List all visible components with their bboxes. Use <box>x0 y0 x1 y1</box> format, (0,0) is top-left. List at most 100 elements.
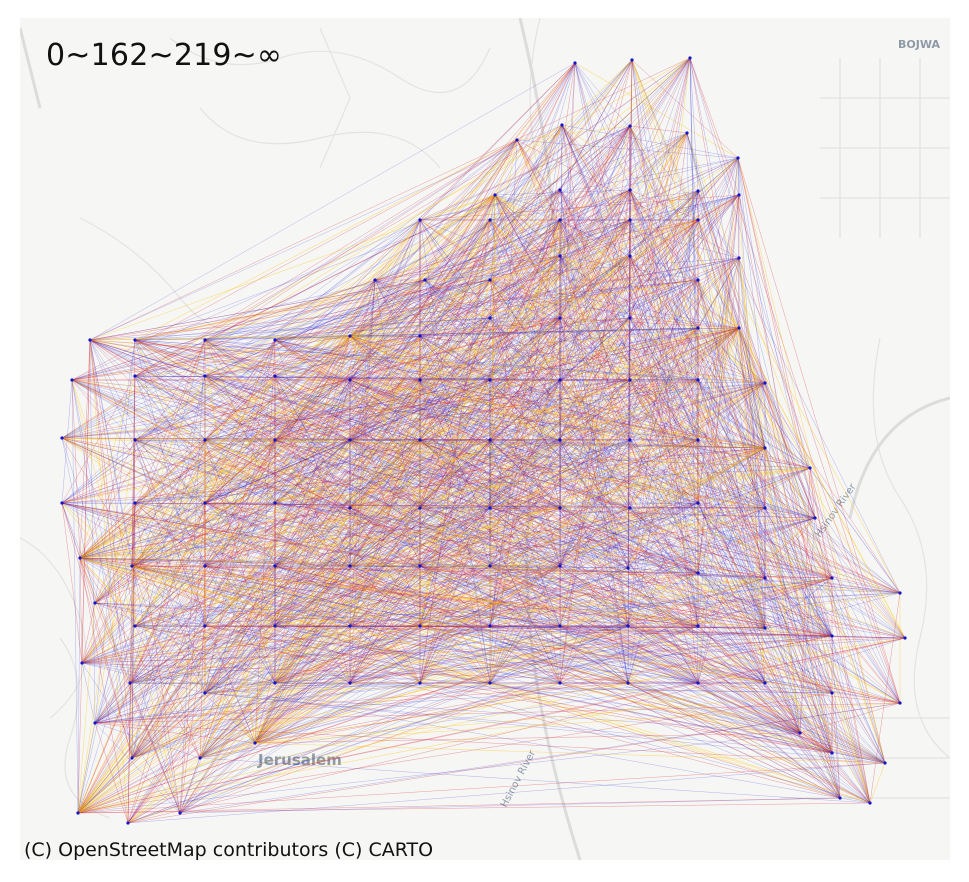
network-edge <box>764 507 901 704</box>
network-edge <box>134 279 426 441</box>
network-edge <box>349 507 699 684</box>
network-edge <box>127 682 561 824</box>
network-edge <box>274 379 421 441</box>
network-node <box>348 438 352 442</box>
network-edge <box>254 742 886 764</box>
network-edge <box>131 565 256 744</box>
network-edge <box>489 279 699 329</box>
network-edge <box>199 757 871 804</box>
network-edge <box>494 194 561 509</box>
network-edge <box>61 502 561 627</box>
network-node <box>78 556 82 560</box>
network-edge <box>134 502 351 627</box>
network-edge <box>77 625 629 814</box>
network-edge <box>419 194 496 441</box>
network-edge <box>71 219 699 381</box>
network-edge <box>204 335 351 567</box>
network-node <box>348 334 352 338</box>
network-edge <box>559 625 886 764</box>
network-edge <box>94 339 206 604</box>
network-edge <box>71 379 131 684</box>
network-edge <box>629 317 740 329</box>
network-edge <box>134 439 421 504</box>
network-edge <box>349 379 901 594</box>
network-edge <box>134 379 631 441</box>
network-edge <box>274 439 699 574</box>
network-edge <box>81 635 833 664</box>
network-node <box>763 381 767 385</box>
network-edge <box>131 439 276 759</box>
network-edge <box>89 339 421 441</box>
network-edge <box>134 375 766 384</box>
network-edge <box>697 502 766 509</box>
network-edge <box>134 194 740 441</box>
network-edge <box>129 439 631 684</box>
network-edge <box>131 502 206 567</box>
network-edge <box>419 507 886 764</box>
network-edge <box>204 439 561 567</box>
network-edge <box>349 335 699 684</box>
network-edge <box>764 447 833 694</box>
network-node <box>418 564 422 568</box>
network-edge <box>489 439 561 509</box>
network-edge <box>204 219 491 504</box>
network-edge <box>629 255 699 329</box>
network-edge <box>81 625 351 664</box>
network-edge <box>81 625 561 664</box>
network-edge <box>697 572 766 629</box>
network-edge <box>134 447 766 627</box>
network-edge <box>561 124 766 509</box>
network-edge <box>61 189 631 439</box>
network-edge <box>134 439 811 469</box>
network-edge <box>254 732 801 744</box>
network-edge <box>559 439 816 519</box>
network-edge <box>71 379 136 441</box>
network-edge <box>349 379 901 704</box>
network-edge <box>134 194 740 341</box>
network-edge <box>561 124 801 734</box>
network-node <box>273 681 277 685</box>
network-edge <box>697 327 740 441</box>
network-edge <box>274 592 901 627</box>
network-edge <box>81 662 699 684</box>
network-edge <box>81 637 906 664</box>
network-edge <box>131 255 631 567</box>
network-edge <box>489 502 699 567</box>
network-edge <box>274 339 833 694</box>
network-edge <box>204 635 833 694</box>
network-edge <box>204 467 811 504</box>
network-edge <box>419 57 691 509</box>
network-edge <box>764 682 841 799</box>
network-edge <box>254 565 561 744</box>
network-edge <box>89 255 561 341</box>
network-edge <box>738 327 841 799</box>
network-edge <box>349 379 766 579</box>
network-node <box>696 378 700 382</box>
network-node <box>558 438 562 442</box>
network-edge <box>204 279 699 341</box>
network-edge <box>419 565 871 804</box>
network-edge <box>94 565 351 724</box>
network-edge <box>489 577 833 684</box>
network-edge <box>374 279 766 384</box>
network-edge <box>419 219 801 734</box>
network-edge <box>349 439 766 509</box>
network-edge <box>419 317 631 627</box>
network-edge <box>419 125 631 221</box>
network-edge <box>419 467 811 509</box>
network-edge <box>424 279 801 734</box>
network-edge <box>199 625 421 759</box>
network-edge <box>349 219 631 337</box>
network-edge <box>349 335 699 574</box>
network-edge <box>131 565 561 684</box>
network-edge <box>274 502 699 574</box>
network-node <box>133 501 137 505</box>
network-node <box>763 576 767 580</box>
network-edge <box>274 682 833 694</box>
map-canvas[interactable]: Jerusalem BOJWA Hsinov River Hsinov Rive… <box>20 18 950 860</box>
network-node <box>696 501 700 505</box>
network-edge <box>129 507 561 684</box>
network-edge <box>134 317 561 441</box>
network-edge <box>274 439 561 627</box>
network-edge <box>254 507 491 744</box>
